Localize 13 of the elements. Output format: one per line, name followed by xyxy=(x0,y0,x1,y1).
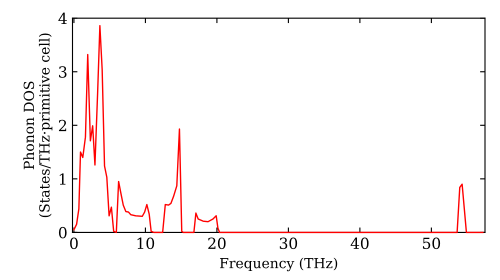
y-tick-label: 2 xyxy=(58,120,66,132)
x-tick-label: 0 xyxy=(70,238,78,250)
x-tick-label: 10 xyxy=(138,238,154,250)
x-tick-label: 40 xyxy=(350,238,369,250)
x-tick-label: 50 xyxy=(422,238,440,250)
x-tick-label: 20 xyxy=(208,238,226,250)
y-tick-label: 0 xyxy=(58,226,67,238)
y-tick-label: 3 xyxy=(59,66,67,78)
y-tick-label: 1 xyxy=(60,173,66,185)
x-tick-label: 30 xyxy=(280,238,298,250)
y-axis-title: Phonon DOS (States/THz·primitive cell) xyxy=(23,33,52,218)
x-axis-title: Frequency (THz) xyxy=(220,258,338,272)
y-tick-label: 4 xyxy=(58,12,67,24)
